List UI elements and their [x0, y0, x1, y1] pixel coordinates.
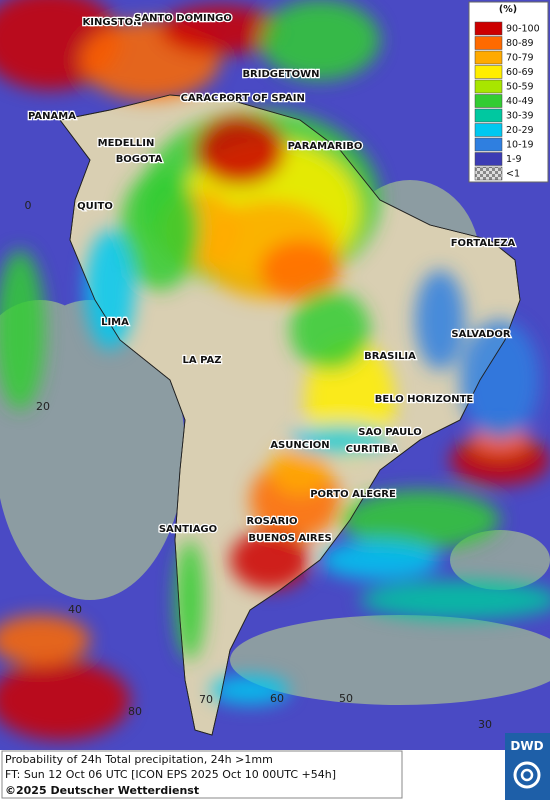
precip-areas: [0, 0, 550, 740]
legend-label: 10-19: [506, 140, 534, 151]
legend-swatch: [474, 94, 503, 108]
city-label: BOGOTA: [116, 154, 163, 165]
grid-label: 50: [339, 692, 353, 705]
precip-area: [360, 580, 550, 620]
city-label: SANTO DOMINGO: [134, 13, 232, 24]
footer-line1: Probability of 24h Total precipitation, …: [5, 753, 273, 766]
legend-label: 20-29: [506, 125, 534, 136]
footer-box: [1, 750, 403, 799]
legend-swatch: [474, 50, 503, 65]
logo-box: [505, 733, 550, 800]
dry-area: [230, 615, 550, 705]
legend-label: 50-59: [506, 82, 534, 93]
legend-swatch: [474, 137, 503, 152]
precip-area: [290, 290, 370, 370]
precip-area: [210, 675, 290, 705]
footer-line2: FT: Sun 12 Oct 06 UTC [ICON EPS 2025 Oct…: [5, 768, 336, 781]
legend-swatch: [474, 21, 503, 36]
city-label: CURITIBA: [346, 444, 399, 455]
city-label: PARAMARIBO: [288, 141, 363, 152]
city-label: ASUNCION: [270, 440, 329, 451]
legend-swatch: [474, 79, 503, 94]
legend-label: 90-100: [506, 24, 540, 35]
city-label: QUITO: [77, 201, 113, 212]
grid-label: 0: [25, 199, 32, 212]
precip-area: [260, 0, 380, 80]
city-label: FORTALEZA: [451, 238, 516, 249]
city-label: LA PAZ: [183, 355, 222, 366]
precip-area: [160, 5, 280, 55]
precip-area: [0, 660, 130, 740]
legend-swatch: [474, 152, 503, 166]
city-label: LIMA: [101, 317, 129, 328]
legend-items: 90-100 80-89 70-79 60-69 50-59 40-49 30-39 20-2…: [474, 21, 540, 181]
grid-label: 30: [478, 718, 492, 731]
precip-area: [230, 530, 310, 590]
city-label: ROSARIO: [246, 516, 297, 527]
legend-swatch: [474, 166, 503, 181]
city-label: PORTO ALEGRE: [310, 489, 396, 500]
city-label: BELO HORIZONTE: [375, 394, 474, 405]
precip-area: [0, 615, 90, 665]
precip-area: [415, 270, 465, 370]
footer-bg: [0, 750, 550, 800]
legend-label: 40-49: [506, 96, 534, 107]
city-label: SALVADOR: [451, 329, 511, 340]
precip-area: [120, 170, 200, 290]
footer-copyright: ©2025 Deutscher Wetterdienst: [5, 784, 199, 797]
legend-swatch: [474, 65, 503, 79]
logo-text: DWD: [510, 739, 543, 753]
legend-label: 80-89: [506, 38, 534, 49]
legend-label: <1: [506, 169, 520, 180]
precip-area: [460, 320, 540, 440]
legend-swatch: [474, 36, 503, 50]
city-label: CARACAS: [181, 93, 234, 104]
city-label: MEDELLIN: [98, 138, 155, 149]
precip-area: [85, 230, 135, 350]
city-label: BRASILIA: [364, 351, 416, 362]
grid-label: 20: [36, 400, 50, 413]
legend-label: 30-39: [506, 111, 534, 122]
legend-label: 1-9: [506, 154, 522, 165]
precip-area: [195, 115, 285, 185]
precip-area: [175, 540, 205, 660]
precip-area: [290, 425, 390, 455]
legend: (%) 90-100 80-89 70-79 60-69 50-59 40-49 30-39…: [468, 1, 549, 183]
precip-area: [260, 240, 340, 300]
precip-area: [320, 540, 440, 580]
city-label: KINGSTON: [83, 17, 142, 28]
city-label: SAO PAULO: [358, 427, 421, 438]
legend-title: (%): [499, 4, 517, 15]
grid-label: 60: [270, 692, 284, 705]
dry-area: [450, 530, 550, 590]
logo-icon-inner: [520, 768, 534, 782]
city-label: BRIDGETOWN: [242, 69, 319, 80]
grid-label: 40: [68, 603, 82, 616]
logo-icon: [513, 761, 541, 789]
precip-area: [340, 490, 500, 550]
city-label: BUENOS AIRES: [248, 533, 331, 544]
legend-label: 60-69: [506, 67, 534, 78]
city-label: SANTIAGO: [159, 524, 217, 535]
precip-area: [0, 250, 45, 410]
precip-area: [270, 445, 330, 495]
grid-label: 70: [199, 693, 213, 706]
city-label: PORT OF SPAIN: [219, 93, 305, 104]
city-label: PANAMA: [28, 111, 76, 122]
legend-swatch: [474, 108, 503, 123]
legend-label: 70-79: [506, 53, 534, 64]
footer: Probability of 24h Total precipitation, …: [0, 733, 550, 800]
grid-label: 80: [128, 705, 142, 718]
coastline: [59, 94, 521, 736]
legend-swatch: [474, 123, 503, 137]
